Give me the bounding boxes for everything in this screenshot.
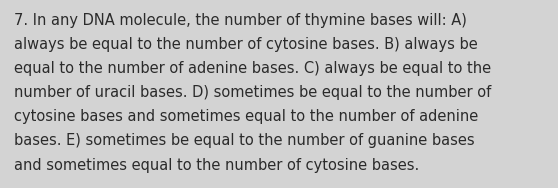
Text: 7. In any DNA molecule, the number of thymine bases will: A): 7. In any DNA molecule, the number of th…	[14, 13, 467, 28]
Text: and sometimes equal to the number of cytosine bases.: and sometimes equal to the number of cyt…	[14, 158, 419, 173]
Text: cytosine bases and sometimes equal to the number of adenine: cytosine bases and sometimes equal to th…	[14, 109, 478, 124]
Text: bases. E) sometimes be equal to the number of guanine bases: bases. E) sometimes be equal to the numb…	[14, 133, 474, 149]
Text: number of uracil bases. D) sometimes be equal to the number of: number of uracil bases. D) sometimes be …	[14, 85, 491, 100]
Text: equal to the number of adenine bases. C) always be equal to the: equal to the number of adenine bases. C)…	[14, 61, 491, 76]
Text: always be equal to the number of cytosine bases. B) always be: always be equal to the number of cytosin…	[14, 37, 478, 52]
